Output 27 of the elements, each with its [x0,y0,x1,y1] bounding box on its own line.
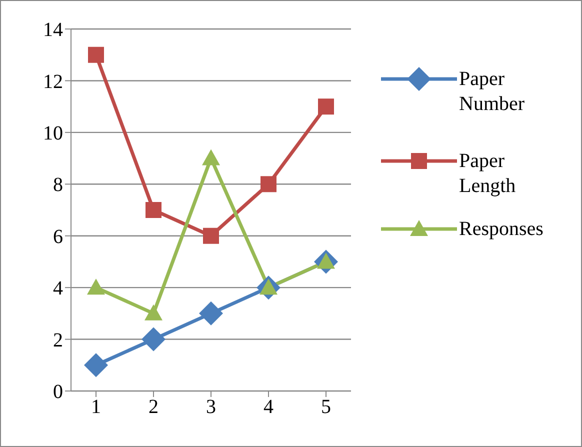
y-tick-label: 2 [53,329,63,352]
x-tick-label: 2 [148,396,158,418]
point [199,301,223,326]
point [260,176,276,192]
y-tick-label: 6 [53,226,63,248]
x-tick-label: 1 [91,396,101,418]
point [318,98,334,115]
y-tick-label: 12 [43,70,63,93]
point [203,228,219,244]
x-tick-label: 4 [264,396,274,418]
legend-label: Paper Length [459,149,517,199]
y-tick-label: 10 [43,122,63,145]
x-tick-label: 3 [206,396,216,418]
y-tick-label: 4 [53,278,63,300]
point [87,278,105,295]
y-tick-label: 14 [43,19,63,42]
y-tick-label: 0 [53,381,63,404]
y-tick-label: 8 [53,174,63,196]
point [144,304,162,320]
point [142,327,166,352]
legend-label: Paper Number [459,67,526,117]
point [146,202,162,218]
point [88,46,104,63]
point [202,149,220,166]
legend-label: Responses [459,217,544,242]
x-tick-label: 5 [321,396,331,418]
point [84,353,108,378]
